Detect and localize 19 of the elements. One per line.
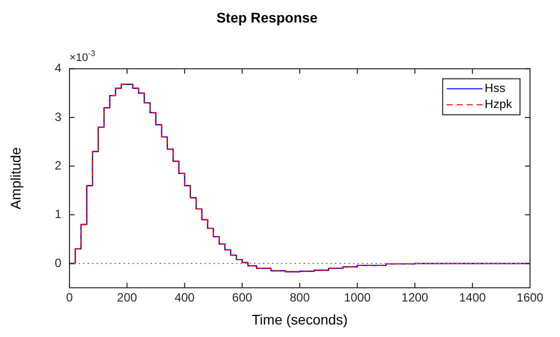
- legend-label: Hzpk: [484, 97, 513, 112]
- x-tick-label: 400: [174, 290, 195, 304]
- x-tick-label: 1600: [516, 290, 544, 304]
- y-tick-label: 0: [54, 256, 62, 270]
- x-tick-label: 1400: [459, 290, 486, 304]
- x-tick-label: 0: [66, 290, 74, 304]
- chart-title: Step Response: [216, 9, 318, 26]
- x-tick-label: 600: [232, 290, 253, 304]
- x-tick-label: 1000: [344, 290, 371, 304]
- x-axis-title: Time (seconds): [252, 311, 348, 328]
- legend-label: Hss: [484, 81, 506, 96]
- x-tick-label: 1200: [402, 290, 429, 304]
- y-axis-title: Amplitude: [7, 146, 24, 210]
- y-tick-label: 2: [54, 158, 62, 172]
- y-tick-label: 4: [54, 61, 62, 76]
- y-tick-label: 1: [54, 207, 62, 222]
- y-tick-label: 3: [54, 110, 62, 124]
- x-tick-label: 200: [117, 290, 138, 304]
- x-tick-label: 800: [290, 290, 310, 304]
